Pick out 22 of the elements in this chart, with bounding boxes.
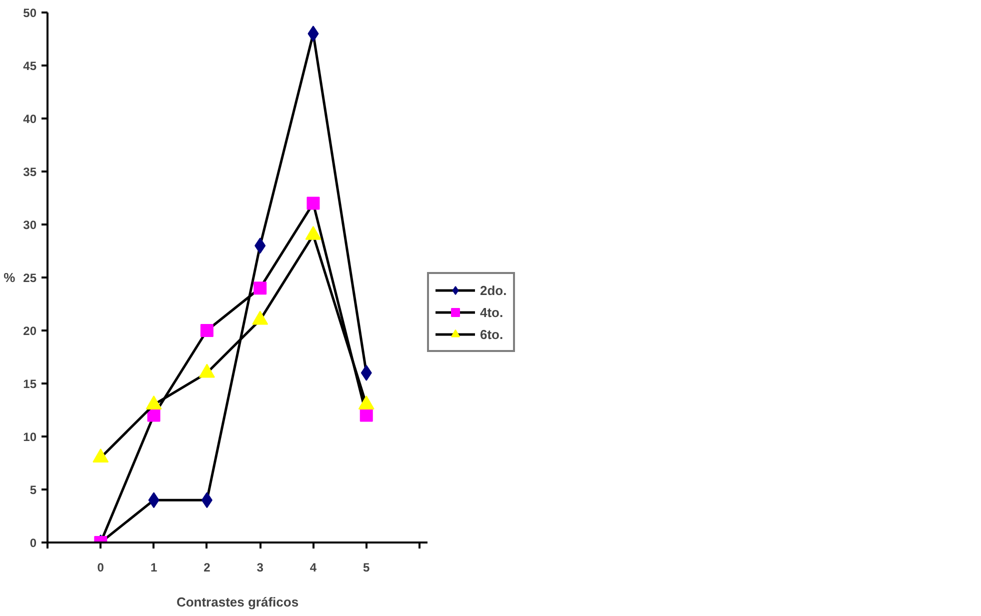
y-tick-label: 30 xyxy=(23,218,37,232)
x-tick-label: 0 xyxy=(97,560,104,574)
y-tick-label: 15 xyxy=(23,377,37,391)
y-tick-label: 40 xyxy=(23,112,37,126)
y-tick-label: 0 xyxy=(30,536,37,550)
legend-label: 6to. xyxy=(480,326,504,342)
y-tick-label: 10 xyxy=(23,430,37,444)
x-axis-title: Contrastes gráficos xyxy=(176,594,299,610)
x-tick-label: 3 xyxy=(256,560,264,574)
legend-label: 2do. xyxy=(480,282,507,298)
x-tick-label: 1 xyxy=(150,560,158,574)
y-tick-label: 20 xyxy=(23,324,37,338)
y-axis-title: % xyxy=(4,270,16,285)
legend-label: 4to. xyxy=(480,304,504,320)
y-tick-label: 5 xyxy=(30,483,37,497)
x-tick-label: 4 xyxy=(310,560,317,574)
x-tick-label: 2 xyxy=(204,560,211,574)
y-tick-label: 45 xyxy=(23,59,37,73)
y-tick-label: 35 xyxy=(23,165,37,179)
y-tick-label: 25 xyxy=(23,271,37,285)
x-tick-label: 5 xyxy=(363,560,370,574)
y-tick-label: 50 xyxy=(23,6,37,20)
